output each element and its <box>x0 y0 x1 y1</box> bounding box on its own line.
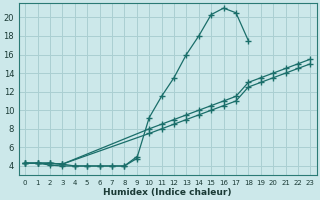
X-axis label: Humidex (Indice chaleur): Humidex (Indice chaleur) <box>103 188 232 197</box>
